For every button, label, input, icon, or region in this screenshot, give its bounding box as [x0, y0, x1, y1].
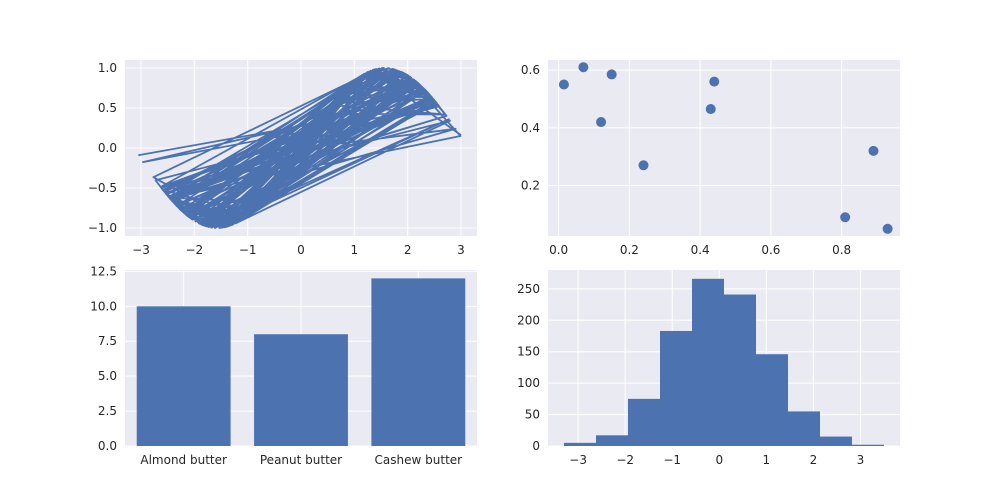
y-tick-label: 0.0 [98, 439, 117, 453]
y-tick-label: 1.0 [98, 61, 117, 75]
y-tick-label: 0 [532, 439, 540, 453]
histogram-bar [628, 398, 660, 446]
y-tick-label: 0.0 [98, 141, 117, 155]
x-tick-label: Cashew butter [375, 453, 463, 467]
scatter-point [558, 79, 569, 90]
x-tick-label: 0 [715, 453, 723, 467]
bar [254, 334, 348, 446]
x-tick-label: 0.8 [832, 243, 851, 257]
x-tick-label: 0.4 [691, 243, 710, 257]
y-tick-label: 0.6 [521, 63, 540, 77]
x-tick-label: 2 [810, 453, 818, 467]
x-tick-label: −1 [663, 453, 681, 467]
scatter-subplot: 0.0 0.2 0.4 0.6 0.8 0.2 0.4 0.6 [521, 60, 900, 257]
scatter-point [840, 212, 851, 223]
x-tick-label: −2 [616, 453, 634, 467]
series-line [138, 67, 462, 229]
scatter-point [596, 117, 607, 128]
histogram-bar [564, 442, 596, 446]
x-tick-label: 0 [297, 243, 305, 257]
bar-subplot: 0.0 2.5 5.0 7.5 10.0 12.5 Almond butter Peanut … [90, 264, 477, 467]
x-tick-label: 0.6 [761, 243, 780, 257]
x-tick-label: 3 [857, 453, 865, 467]
y-tick-label: 50 [525, 408, 540, 422]
histogram-bar [788, 411, 820, 446]
x-tick-label: −1 [239, 243, 257, 257]
histogram-subplot: −3 −2 −1 0 1 2 3 0 50 100 150 200 250 [517, 270, 900, 467]
y-tick-label: 7.5 [98, 334, 117, 348]
y-tick-label: 200 [517, 313, 540, 327]
line-subplot: −3 −2 −1 0 1 2 3 −1.0 −0.5 0.0 0.5 1.0 [88, 60, 477, 257]
y-tick-label: −1.0 [88, 221, 117, 235]
x-tick-label: 0.0 [549, 243, 568, 257]
histogram-bar [724, 294, 756, 446]
y-tick-label: 0.5 [98, 101, 117, 115]
bar [136, 306, 231, 446]
x-tick-label: −2 [185, 243, 203, 257]
y-tick-label: 5.0 [98, 369, 117, 383]
x-tick-label: Peanut butter [260, 453, 342, 467]
x-tick-label: 1 [351, 243, 359, 257]
x-tick-label: 0.2 [620, 243, 639, 257]
scatter-point [705, 104, 716, 115]
x-tick-label: Almond butter [140, 453, 227, 467]
x-tick-label: −3 [132, 243, 150, 257]
y-tick-label: 2.5 [98, 404, 117, 418]
histogram-bar [660, 330, 692, 446]
scatter-point [709, 76, 720, 87]
histogram-bar [692, 278, 724, 446]
histogram-bar [596, 435, 628, 446]
x-tick-label: 1 [763, 453, 771, 467]
y-tick-label: −0.5 [88, 181, 117, 195]
y-tick-label: 100 [517, 376, 540, 390]
scatter-point [578, 62, 589, 73]
histogram-bar [756, 354, 788, 446]
y-tick-label: 12.5 [90, 264, 117, 278]
bar [371, 278, 466, 446]
scatter-point [606, 69, 617, 80]
axes-background [548, 60, 900, 236]
x-tick-label: −3 [569, 453, 587, 467]
y-tick-label: 0.2 [521, 179, 540, 193]
y-tick-label: 250 [517, 282, 540, 296]
x-tick-label: 3 [457, 243, 465, 257]
histogram-bar [852, 444, 884, 446]
scatter-point [638, 160, 649, 171]
scatter-point [868, 145, 879, 156]
y-tick-label: 150 [517, 345, 540, 359]
y-tick-label: 10.0 [90, 299, 117, 313]
y-tick-label: 0.4 [521, 121, 540, 135]
histogram-bar [820, 436, 852, 446]
scatter-point [882, 223, 893, 234]
x-tick-label: 2 [404, 243, 412, 257]
